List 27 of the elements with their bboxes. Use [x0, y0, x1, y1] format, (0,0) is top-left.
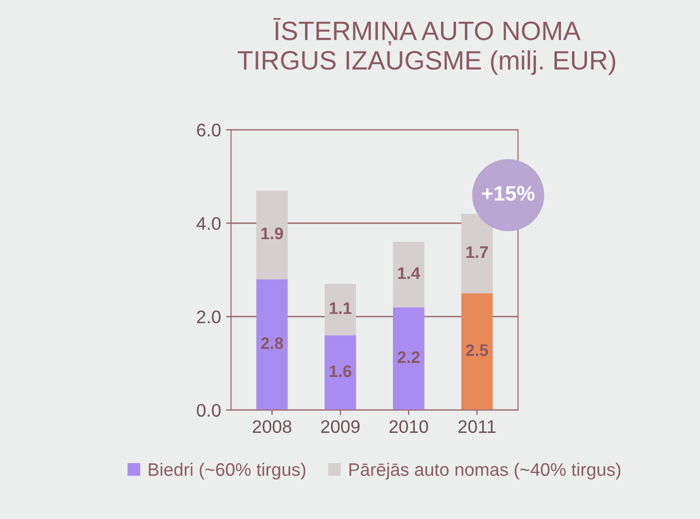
bar: [324, 335, 356, 410]
bar: [256, 279, 288, 410]
bar: [392, 242, 424, 308]
data-label: 2.5: [466, 344, 488, 356]
bar: [256, 190, 288, 280]
chart-title: ĪSTERMIŅA AUTO NOMA TIRGUS IZAUGSME (milj. EUR): [238, 18, 616, 75]
data-label: 2.8: [260, 337, 284, 350]
annotation: +15%: [482, 186, 535, 201]
y-tick-label: 0.0: [196, 404, 221, 417]
data-label: 1.9: [261, 228, 283, 240]
y-tick-label: 2.0: [197, 310, 221, 324]
bar: [324, 284, 356, 336]
data-label: 1.7: [466, 246, 488, 258]
y-tick-label: 4.0: [196, 217, 221, 230]
x-tick-label: 2011: [458, 420, 496, 433]
x-tick-label: 2009: [321, 420, 360, 433]
x-tick-label: 2008: [252, 420, 292, 433]
data-label: 1.6: [330, 365, 352, 378]
bar: [392, 307, 424, 410]
legend-label: Biedri (~60% tirgus): [148, 462, 306, 480]
data-label: 1.1: [330, 302, 352, 314]
data-label: 2.2: [398, 351, 420, 363]
legend-label: Pārējās auto nomas (~40% tirgus): [349, 462, 620, 480]
y-tick-label: 6.0: [197, 124, 221, 136]
x-tick-label: 2010: [389, 420, 428, 433]
data-label: 1.4: [398, 267, 420, 279]
bar: [461, 293, 493, 410]
